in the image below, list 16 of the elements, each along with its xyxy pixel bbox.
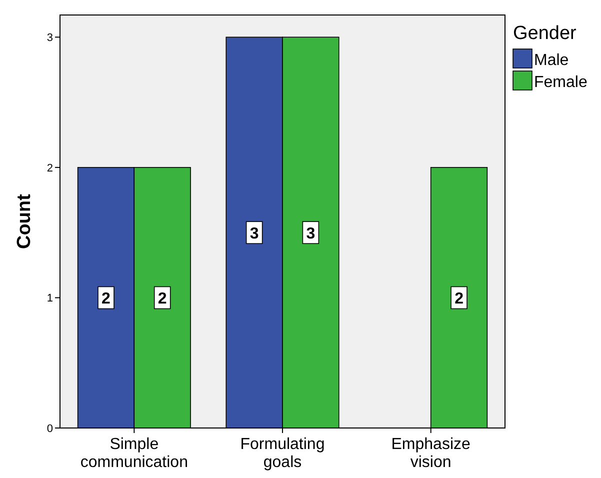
y-tick-label: 0 [46, 423, 53, 435]
legend-label: Male [534, 52, 569, 69]
y-axis-title: Count [14, 193, 35, 249]
x-tick-label: Formulating goals [240, 436, 325, 471]
data-label: 2 [454, 290, 464, 308]
legend-title: Gender [513, 23, 578, 44]
y-tick-label: 3 [46, 32, 53, 44]
data-label: 3 [250, 226, 259, 243]
data-label: 2 [102, 290, 111, 308]
legend-label: Female [534, 74, 588, 91]
x-tick-label: Emphasize vision [391, 436, 471, 471]
data-label: 3 [306, 226, 316, 243]
y-tick-label: 2 [46, 162, 53, 174]
data-label: 2 [158, 290, 167, 308]
y-tick-label: 1 [46, 292, 53, 305]
x-tick-label: Simple communication [80, 436, 188, 471]
